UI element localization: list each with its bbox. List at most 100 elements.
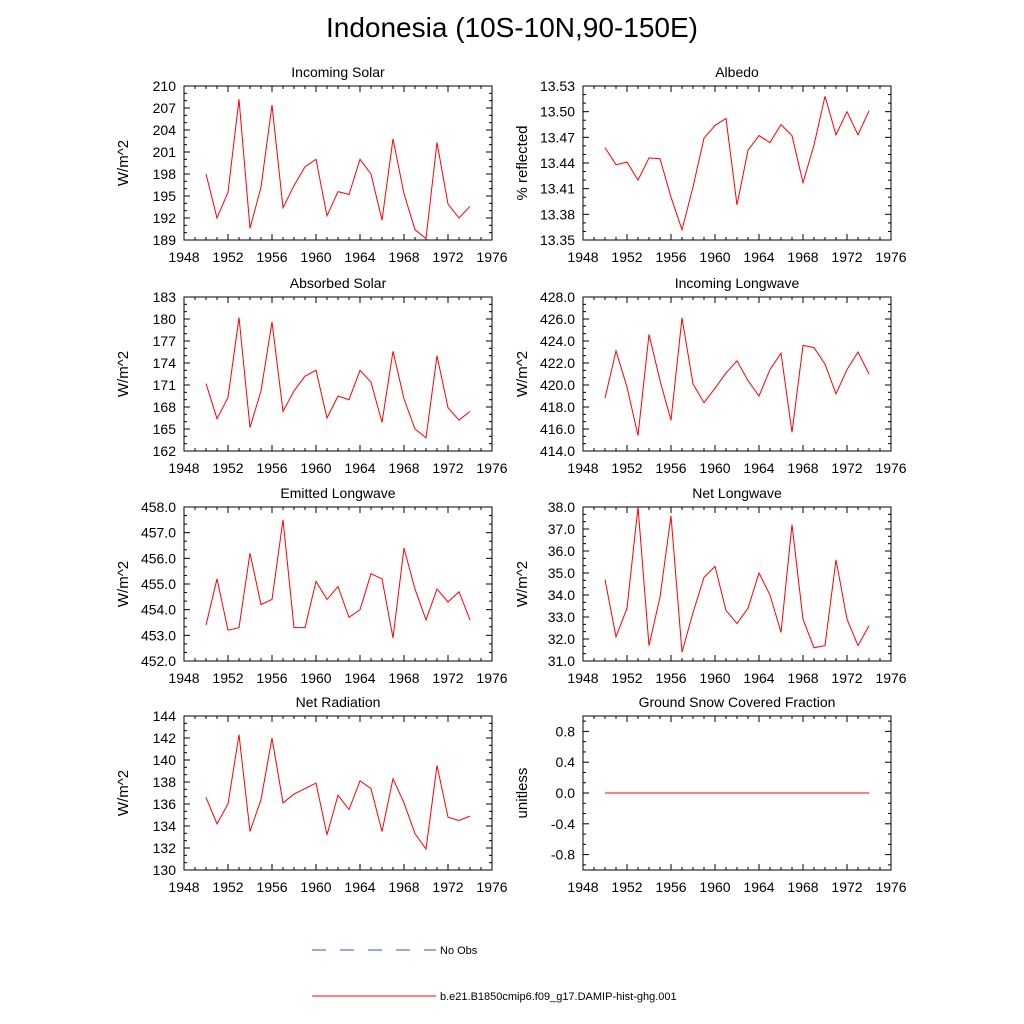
y-tick-label: 13.44 xyxy=(540,155,575,171)
x-tick-label: 1960 xyxy=(699,879,730,895)
x-tick-label: 1960 xyxy=(300,670,331,686)
x-tick-label: 1948 xyxy=(567,879,598,895)
series-line xyxy=(604,506,870,653)
x-tick-label: 1960 xyxy=(699,670,730,686)
series-line xyxy=(604,317,870,436)
x-tick-label: 1964 xyxy=(743,460,774,476)
x-tick-label: 1952 xyxy=(212,249,243,265)
y-tick-label: 198 xyxy=(153,166,177,182)
panel-title: Net Radiation xyxy=(296,694,381,710)
plot-frame xyxy=(183,296,493,452)
x-tick-label: 1976 xyxy=(875,460,906,476)
x-tick-label: 1968 xyxy=(388,670,419,686)
x-tick-label: 1952 xyxy=(212,879,243,895)
x-tick-label: 1968 xyxy=(787,460,818,476)
y-tick-label: 183 xyxy=(153,289,177,305)
y-tick-label: 36.0 xyxy=(548,543,575,559)
panel-title: Net Longwave xyxy=(692,485,782,501)
x-tick-label: 1952 xyxy=(611,460,642,476)
y-tick-label: 0.0 xyxy=(556,785,576,801)
chart-panel-6: Net Longwave 1948 1952 1956 1960 1964 1968 1972… xyxy=(514,485,907,686)
y-tick-label: 195 xyxy=(153,188,177,204)
y-tick-label: 454.0 xyxy=(141,602,176,618)
y-tick-label: 426.0 xyxy=(540,311,575,327)
legend: No Obs b.e21.B1850cmip6.f09_g17.DAMIP-his… xyxy=(312,945,677,1003)
chart-panel-1: Incoming Solar 1948 1952 1956 1960 1964 1968 19… xyxy=(115,64,508,265)
y-tick-label: 180 xyxy=(153,311,177,327)
panel-title: Emitted Longwave xyxy=(280,485,395,501)
series-line xyxy=(205,519,471,638)
panel-title: Ground Snow Covered Fraction xyxy=(639,694,836,710)
x-tick-label: 1964 xyxy=(344,670,375,686)
y-tick-label: 201 xyxy=(153,144,177,160)
y-tick-label: -0.4 xyxy=(551,816,575,832)
y-tick-label: 35.0 xyxy=(548,565,575,581)
x-tick-label: 1964 xyxy=(743,249,774,265)
chart-panel-2: Albedo 1948 1952 1956 1960 1964 1968 1972 1976 13… xyxy=(514,64,907,265)
y-tick-label: 168 xyxy=(153,399,177,415)
y-tick-label: 13.50 xyxy=(540,104,575,120)
chart-panel-3: Absorbed Solar 1948 1952 1956 1960 1964 1968 19… xyxy=(115,275,508,476)
plot-frame xyxy=(582,85,892,241)
x-tick-label: 1948 xyxy=(168,670,199,686)
x-tick-label: 1948 xyxy=(567,460,598,476)
y-tick-label: 13.38 xyxy=(540,206,575,222)
y-tick-label: 455.0 xyxy=(141,576,176,592)
y-tick-label: 204 xyxy=(153,122,177,138)
x-tick-label: 1948 xyxy=(567,249,598,265)
x-tick-label: 1972 xyxy=(432,460,463,476)
x-tick-label: 1952 xyxy=(212,460,243,476)
x-tick-label: 1948 xyxy=(168,249,199,265)
x-tick-label: 1956 xyxy=(256,879,287,895)
x-tick-label: 1948 xyxy=(168,879,199,895)
plot-frame xyxy=(183,506,493,662)
chart-panel-8: Ground Snow Covered Fraction 1948 1952 1956… xyxy=(514,694,907,895)
panel-title: Absorbed Solar xyxy=(290,275,387,291)
y-tick-label: 207 xyxy=(153,100,177,116)
y-tick-label: 138 xyxy=(153,774,177,790)
y-tick-label: 171 xyxy=(153,377,177,393)
y-tick-label: 140 xyxy=(153,752,177,768)
legend-label: b.e21.B1850cmip6.f09_g17.DAMIP-hist-ghg.… xyxy=(440,991,677,1003)
y-tick-label: 13.35 xyxy=(540,232,575,248)
plot-frame xyxy=(183,85,493,241)
x-tick-label: 1968 xyxy=(388,879,419,895)
x-tick-label: 1960 xyxy=(300,249,331,265)
x-tick-label: 1956 xyxy=(655,460,686,476)
x-tick-label: 1952 xyxy=(611,879,642,895)
x-tick-label: 1972 xyxy=(831,879,862,895)
y-tick-label: 192 xyxy=(153,210,177,226)
y-tick-label: 458.0 xyxy=(141,499,176,515)
series-line xyxy=(604,96,870,232)
y-tick-label: 452.0 xyxy=(141,653,176,669)
x-tick-label: 1956 xyxy=(655,879,686,895)
x-tick-label: 1968 xyxy=(787,249,818,265)
y-tick-label: -0.8 xyxy=(551,847,575,863)
y-tick-label: 144 xyxy=(153,708,177,724)
y-tick-label: 418.0 xyxy=(540,399,575,415)
x-tick-label: 1952 xyxy=(212,670,243,686)
y-axis-label: unitless xyxy=(514,768,531,819)
y-axis-label: W/m^2 xyxy=(115,770,132,816)
y-tick-label: 31.0 xyxy=(548,653,575,669)
x-tick-label: 1960 xyxy=(300,460,331,476)
panel-title: Albedo xyxy=(715,64,759,80)
y-tick-label: 165 xyxy=(153,421,177,437)
y-tick-label: 424.0 xyxy=(540,333,575,349)
x-tick-label: 1976 xyxy=(875,249,906,265)
y-tick-label: 453.0 xyxy=(141,627,176,643)
y-tick-label: 162 xyxy=(153,443,177,459)
x-tick-label: 1976 xyxy=(476,670,507,686)
x-tick-label: 1976 xyxy=(476,879,507,895)
x-tick-label: 1964 xyxy=(344,249,375,265)
y-tick-label: 428.0 xyxy=(540,289,575,305)
y-axis-label: W/m^2 xyxy=(115,561,132,607)
y-tick-label: 0.8 xyxy=(556,723,576,739)
chart-panel-4: Incoming Longwave 1948 1952 1956 1960 1964 196… xyxy=(514,275,907,476)
chart-panel-5: Emitted Longwave 1948 1952 1956 1960 1964 1968… xyxy=(115,485,508,686)
series-line xyxy=(205,317,471,439)
y-tick-label: 34.0 xyxy=(548,587,575,603)
y-tick-label: 37.0 xyxy=(548,521,575,537)
x-tick-label: 1976 xyxy=(476,249,507,265)
